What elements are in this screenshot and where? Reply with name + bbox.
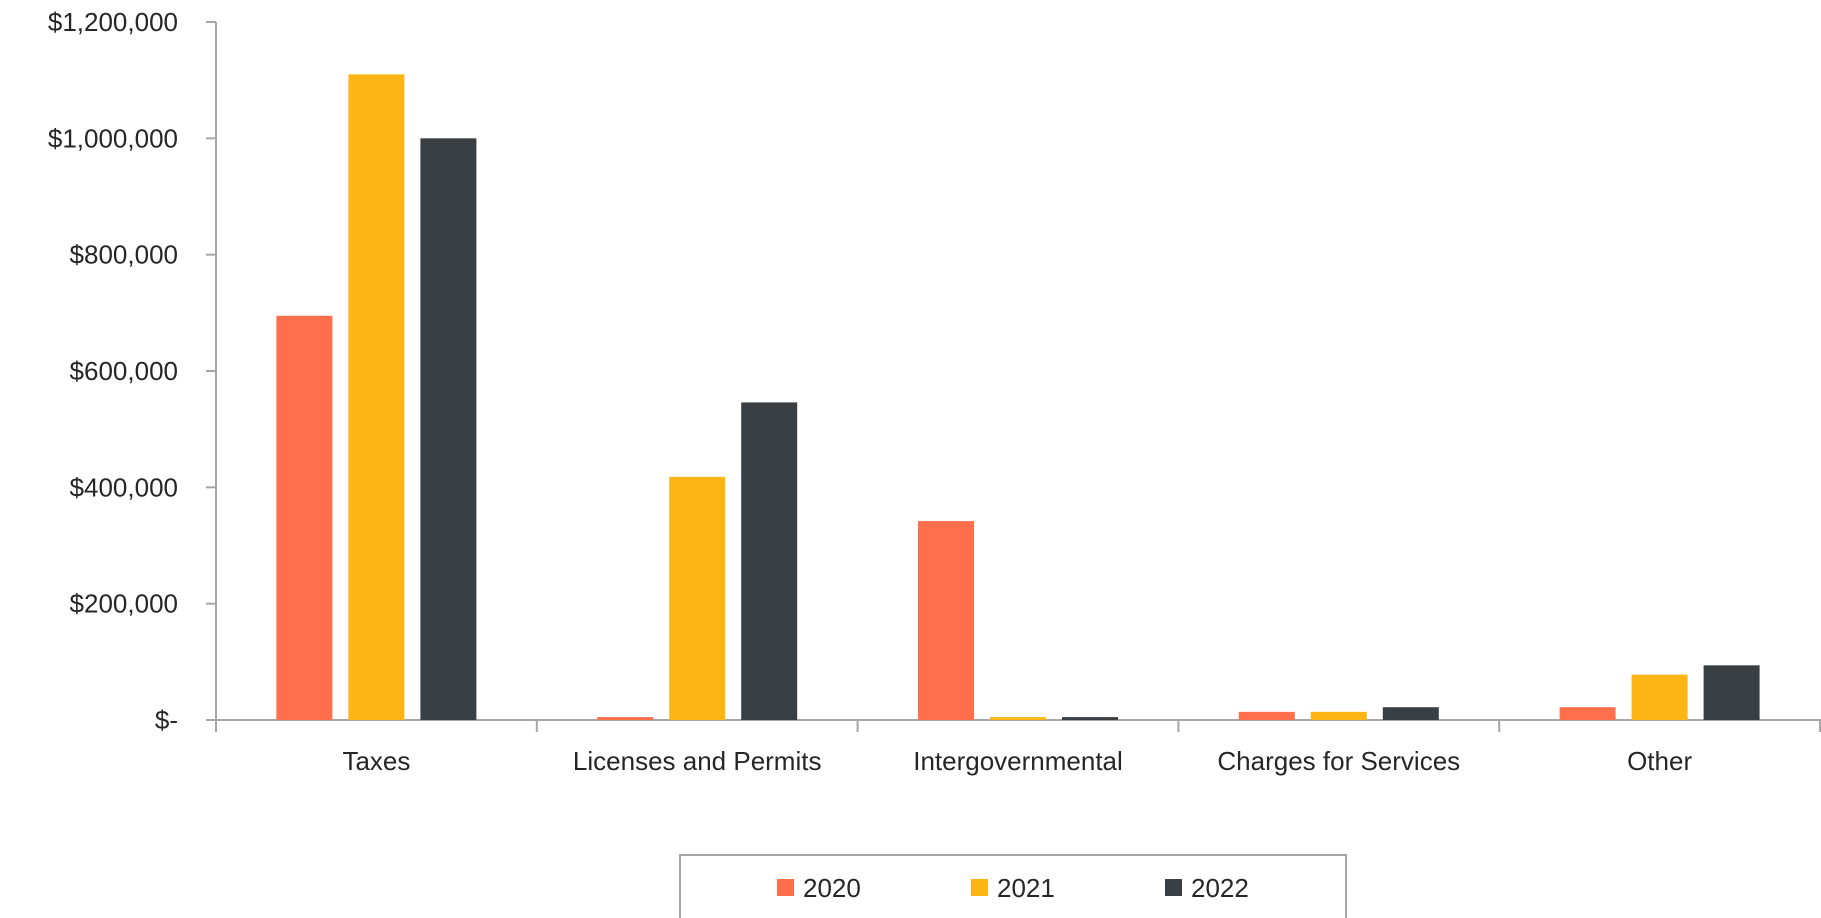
y-tick-label: $800,000 xyxy=(70,240,178,270)
bar-2021-taxes xyxy=(348,74,405,721)
y-tick-label: $200,000 xyxy=(70,589,178,619)
y-tick-label: $- xyxy=(155,705,178,735)
bar-2020-licenses-and-permits xyxy=(597,717,654,720)
x-axis: Taxes Licenses and Permits Intergovernment… xyxy=(215,719,1821,776)
bar-2020-charges-for-services xyxy=(1238,711,1295,720)
bar-2020-other xyxy=(1559,707,1616,720)
bar-2021-licenses-and-permits xyxy=(669,476,726,720)
legend-swatch-2022 xyxy=(1165,879,1182,896)
category-label: Licenses and Permits xyxy=(573,746,822,776)
y-tick-label: $400,000 xyxy=(70,472,178,502)
legend-label: 2020 xyxy=(803,873,861,903)
category-label: Taxes xyxy=(342,746,410,776)
category-label: Intergovernmental xyxy=(913,746,1123,776)
bar-2022-taxes xyxy=(420,138,477,721)
legend: 2020 2021 2022 xyxy=(679,854,1347,918)
bar-2020-intergovernmental xyxy=(918,521,974,720)
legend-swatch-2021 xyxy=(971,879,988,896)
bar-2022-charges-for-services xyxy=(1382,707,1439,720)
category-label: Charges for Services xyxy=(1217,746,1460,776)
y-tick-label: $1,200,000 xyxy=(48,7,178,37)
legend-swatch-2020 xyxy=(777,879,794,896)
y-tick-label: $600,000 xyxy=(70,356,178,386)
y-tick-label: $1,000,000 xyxy=(48,123,178,153)
bar-2020-taxes xyxy=(276,315,333,720)
bar-2021-intergovernmental xyxy=(990,717,1046,720)
legend-label: 2021 xyxy=(997,873,1055,903)
bar-2022-other xyxy=(1703,665,1760,720)
bar-2022-intergovernmental xyxy=(1062,717,1118,720)
legend-label: 2022 xyxy=(1191,873,1249,903)
y-axis: $- $200,000 $400,000 $600,000 $800,000 $1,000… xyxy=(48,7,217,735)
bars xyxy=(276,74,1760,721)
bar-2021-other xyxy=(1631,674,1688,720)
bar-2021-charges-for-services xyxy=(1310,711,1367,720)
bar-2022-licenses-and-permits xyxy=(741,402,798,720)
category-label: Other xyxy=(1627,746,1692,776)
